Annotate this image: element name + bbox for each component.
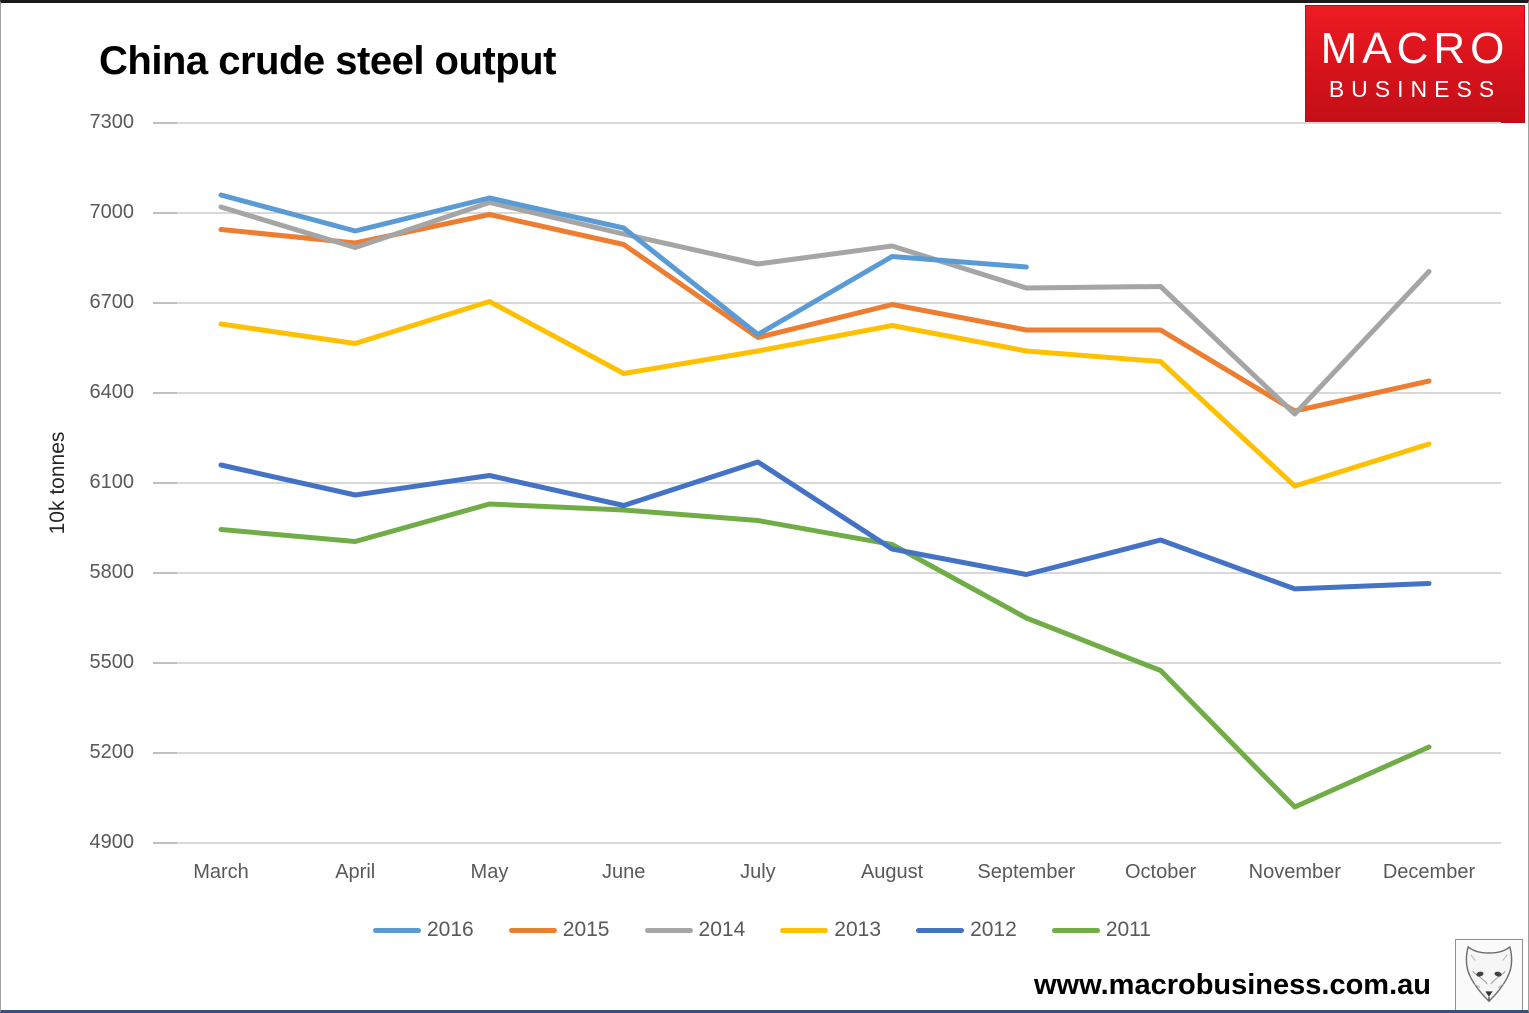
legend-item-2015: 2015 [508, 918, 610, 942]
legend-item-2016: 2016 [373, 918, 474, 942]
legend-swatch [644, 927, 693, 933]
y-tick-label: 5200 [89, 741, 135, 763]
macrobusiness-logo: MACRO BUSINESS [1305, 5, 1525, 123]
x-axis-label: June [601, 861, 646, 883]
x-axis-label: April [335, 861, 376, 883]
legend-swatch [780, 927, 829, 933]
y-tick-label: 6100 [89, 471, 135, 493]
y-tick-label: 6400 [89, 381, 135, 403]
logo-text-macro: MACRO [1320, 24, 1510, 73]
legend-label: 2014 [698, 918, 746, 941]
x-axis-label: December [1382, 861, 1476, 883]
y-tick-label: 4900 [89, 831, 135, 853]
legend-swatch [1051, 927, 1100, 933]
series-line-2012 [218, 459, 1432, 592]
x-axis-label: September [977, 861, 1076, 883]
x-axis-label: October [1124, 861, 1197, 883]
legend-label: 2016 [427, 918, 474, 941]
y-tick-label: 6700 [89, 291, 135, 313]
legend-label: 2011 [1105, 918, 1151, 941]
x-axis-label: March [193, 861, 249, 883]
legend-label: 2015 [562, 918, 610, 941]
x-axis-label: July [740, 861, 776, 883]
legend-item-2012: 2012 [916, 918, 1017, 942]
legend-swatch [916, 927, 965, 933]
y-tick-label: 7000 [89, 201, 135, 223]
legend-label: 2012 [970, 918, 1017, 941]
series-line-2014 [218, 200, 1432, 417]
legend-label: 2013 [834, 918, 882, 941]
y-tick-label: 7300 [89, 111, 135, 133]
x-axis-label: November [1248, 861, 1341, 883]
x-axis-label: May [470, 861, 509, 883]
legend-swatch [373, 927, 421, 933]
series-line-2015 [218, 212, 1432, 414]
footer-website-url: www.macrobusiness.com.au [1034, 969, 1431, 1001]
series-line-2013 [218, 299, 1432, 489]
legend-item-2013: 2013 [780, 918, 881, 942]
legend-swatch [508, 927, 557, 933]
legend-item-2011: 2011 [1051, 918, 1151, 942]
fox-icon [1465, 945, 1513, 1003]
logo-text-business: BUSINESS [1328, 76, 1502, 102]
series-line-2011 [218, 501, 1432, 810]
chart-title: China crude steel output [99, 39, 556, 83]
chart-legend: 2016 2015 2014 2013 2012 2011 [373, 914, 1151, 946]
x-axis-label: August [860, 861, 924, 883]
fox-logo [1455, 939, 1523, 1010]
y-tick-label: 5800 [89, 561, 135, 583]
legend-item-2014: 2014 [644, 918, 746, 942]
series-line-2016 [218, 192, 1029, 337]
y-tick-label: 5500 [89, 651, 135, 673]
line-chart-canvas [153, 122, 1501, 844]
